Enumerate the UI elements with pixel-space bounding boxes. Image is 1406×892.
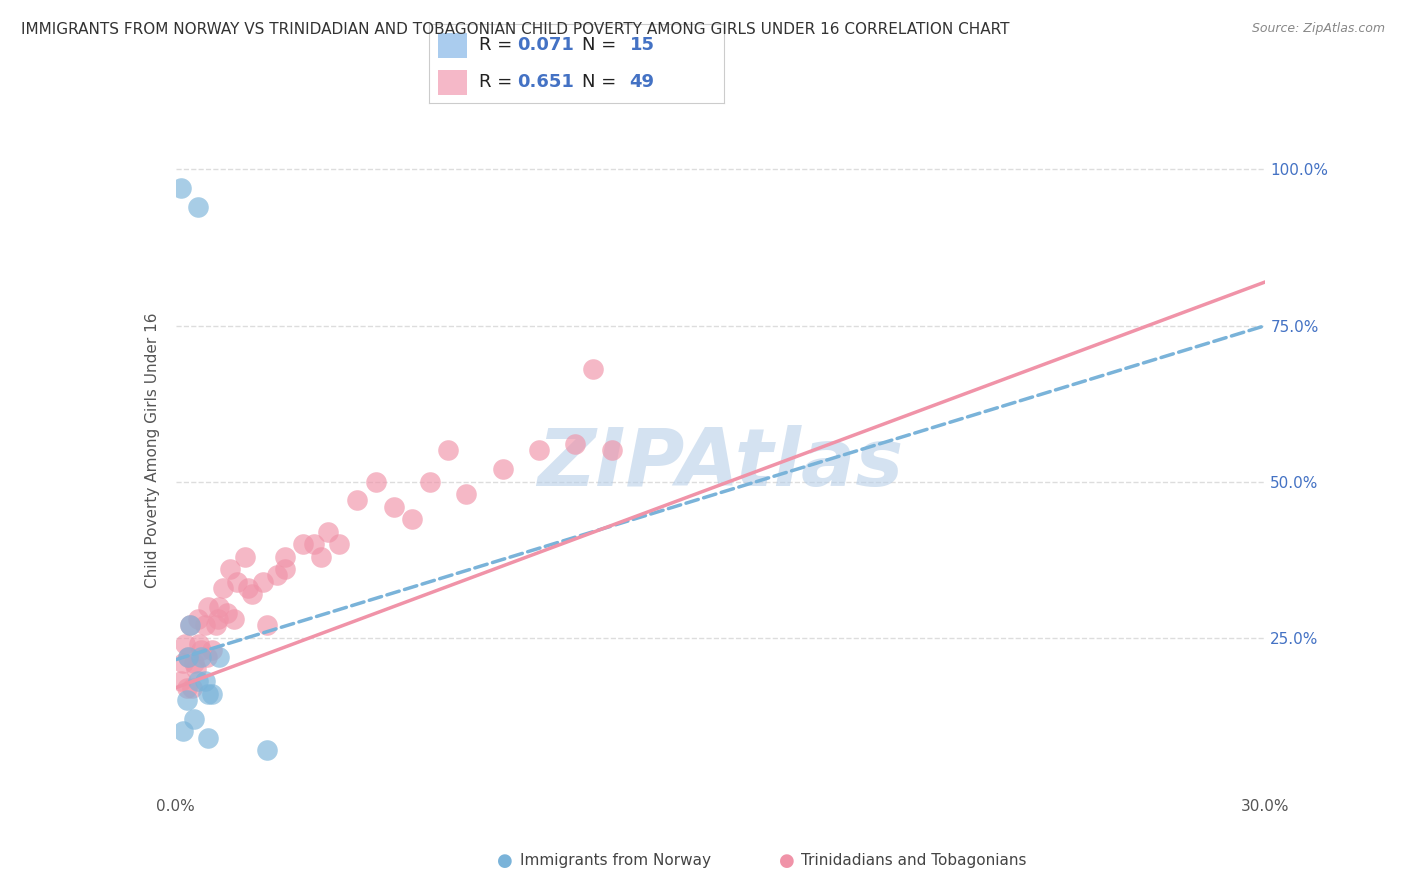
Point: [233, 549, 256, 564]
Point: [582, 362, 605, 376]
Point: [328, 537, 350, 551]
Point: [291, 537, 314, 551]
Point: [194, 618, 217, 632]
Y-axis label: Child Poverty Among Girls Under 16: Child Poverty Among Girls Under 16: [145, 313, 160, 588]
Text: Immigrants from Norway: Immigrants from Norway: [520, 854, 711, 868]
Point: [177, 649, 200, 664]
Point: [177, 649, 200, 664]
Point: [176, 693, 198, 707]
Point: [401, 512, 423, 526]
Point: [437, 443, 460, 458]
Point: [240, 587, 263, 601]
Point: [172, 656, 194, 670]
Point: [179, 618, 201, 632]
Point: [318, 524, 340, 539]
Point: [302, 537, 325, 551]
Text: ZIPAtlas: ZIPAtlas: [537, 425, 904, 503]
Point: [226, 574, 249, 589]
Point: [186, 674, 209, 689]
Point: [212, 581, 235, 595]
FancyBboxPatch shape: [437, 33, 467, 58]
Point: [190, 649, 212, 664]
Point: [186, 612, 209, 626]
Text: N =: N =: [582, 73, 623, 91]
Text: 0.071: 0.071: [517, 37, 574, 54]
Point: [207, 612, 229, 626]
Point: [215, 606, 238, 620]
Point: [179, 618, 201, 632]
Point: [208, 599, 231, 614]
Point: [188, 637, 211, 651]
Point: [492, 462, 515, 476]
Point: [204, 618, 226, 632]
Point: [419, 475, 441, 489]
Point: [170, 674, 193, 689]
Point: [197, 687, 219, 701]
Text: ●: ●: [498, 852, 513, 870]
Point: [170, 181, 193, 195]
Point: [527, 443, 550, 458]
Text: Trinidadians and Tobagonians: Trinidadians and Tobagonians: [801, 854, 1026, 868]
Point: [190, 643, 212, 657]
Point: [172, 724, 194, 739]
Point: [183, 656, 205, 670]
Point: [195, 649, 218, 664]
Point: [600, 443, 623, 458]
Text: 49: 49: [630, 73, 655, 91]
FancyBboxPatch shape: [437, 70, 467, 95]
Point: [238, 581, 260, 595]
Point: [181, 681, 204, 695]
Point: [219, 562, 242, 576]
Point: [194, 674, 217, 689]
Text: R =: R =: [479, 37, 517, 54]
Point: [186, 200, 209, 214]
Text: 0.651: 0.651: [517, 73, 574, 91]
Point: [183, 712, 205, 726]
Point: [346, 493, 368, 508]
Point: [208, 649, 231, 664]
Point: [382, 500, 405, 514]
Point: [197, 599, 219, 614]
Text: 15: 15: [630, 37, 655, 54]
Point: [201, 643, 224, 657]
Point: [274, 562, 297, 576]
Text: IMMIGRANTS FROM NORWAY VS TRINIDADIAN AND TOBAGONIAN CHILD POVERTY AMONG GIRLS U: IMMIGRANTS FROM NORWAY VS TRINIDADIAN AN…: [21, 22, 1010, 37]
Point: [274, 549, 297, 564]
Point: [364, 475, 387, 489]
Point: [456, 487, 478, 501]
Point: [266, 568, 288, 582]
Text: R =: R =: [479, 73, 517, 91]
Point: [176, 681, 198, 695]
Point: [173, 637, 195, 651]
Point: [252, 574, 274, 589]
Point: [309, 549, 332, 564]
Point: [256, 618, 278, 632]
Point: [222, 612, 245, 626]
Point: [201, 687, 224, 701]
Point: [564, 437, 586, 451]
Point: [256, 743, 278, 757]
Text: ●: ●: [779, 852, 794, 870]
Text: N =: N =: [582, 37, 623, 54]
Point: [184, 662, 207, 676]
Text: Source: ZipAtlas.com: Source: ZipAtlas.com: [1251, 22, 1385, 36]
Point: [197, 731, 219, 745]
